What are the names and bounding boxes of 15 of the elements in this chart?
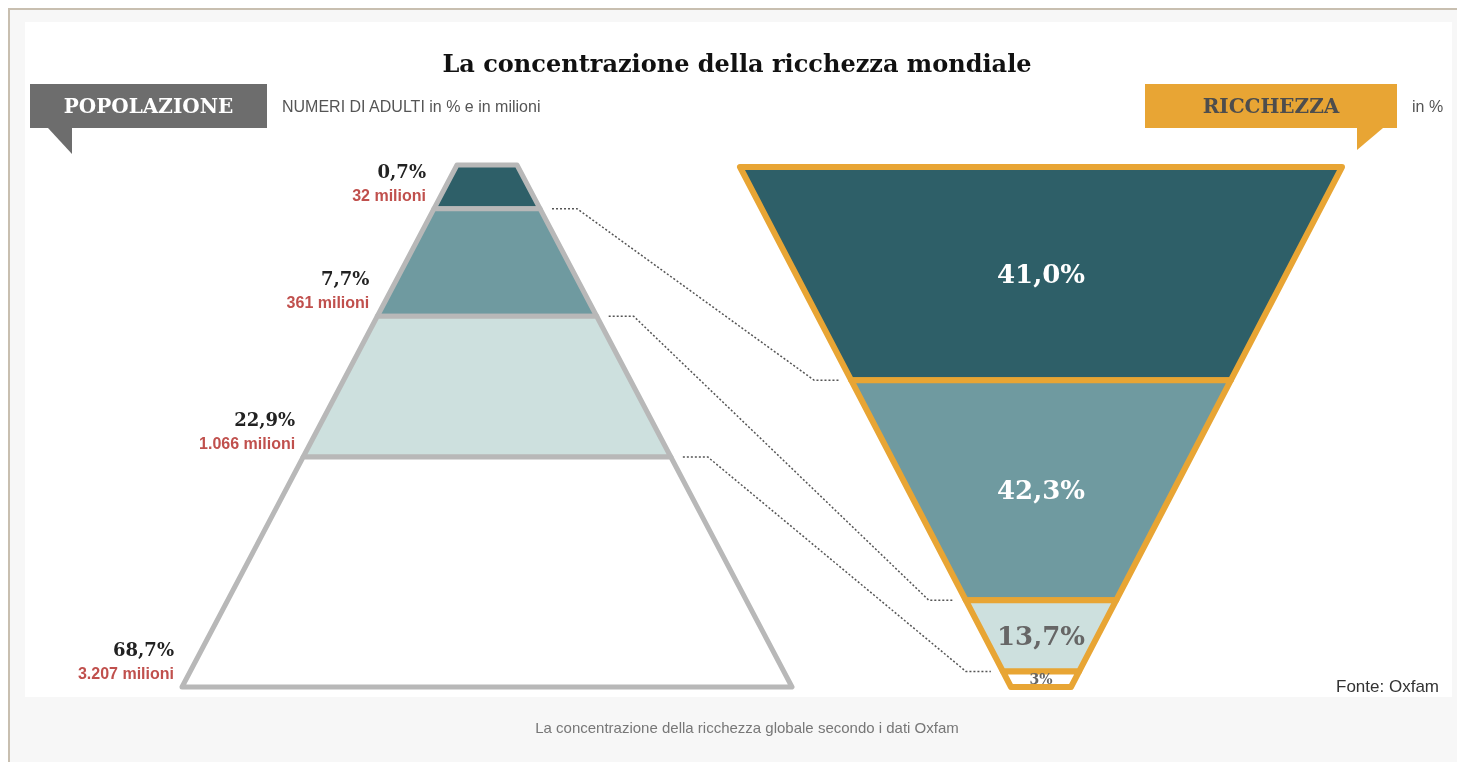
text: La concentrazione della ricchezza globale secondo i dati Oxfam	[535, 719, 959, 736]
data-label: 0,7% 32 milioni	[352, 160, 426, 204]
text: POPOLAZIONE	[63, 94, 234, 118]
data-label: 22,9% 1.066 milioni	[199, 409, 296, 453]
data-label: 68,7% 3.207 milioni	[77, 639, 174, 682]
data-label: 41,0%	[996, 258, 1086, 289]
text: NUMERI DI ADULTI in % e in milioni	[282, 98, 541, 115]
source-note: Fonte: Oxfam	[1336, 677, 1439, 696]
text: RICCHEZZA	[1202, 94, 1340, 118]
data-label: 7,7% 361 milioni	[286, 268, 370, 312]
data-label: 13,7%	[996, 620, 1086, 651]
data-label: 42,3%	[996, 475, 1086, 506]
text: La concentrazione della ricchezza mondiale	[442, 49, 1032, 78]
data-label: 3%	[1029, 671, 1053, 688]
text: in %	[1412, 98, 1444, 115]
